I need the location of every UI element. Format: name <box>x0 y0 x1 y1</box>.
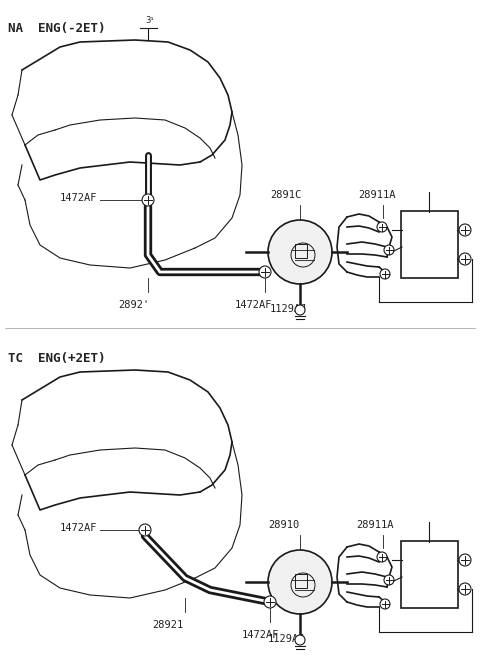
Circle shape <box>377 552 387 562</box>
Circle shape <box>268 550 332 614</box>
Circle shape <box>459 554 471 566</box>
Text: 1472AF: 1472AF <box>235 300 273 310</box>
Text: 28911A: 28911A <box>356 520 394 530</box>
Text: 1129AJ: 1129AJ <box>270 304 308 314</box>
Text: TC  ENG(+2ET): TC ENG(+2ET) <box>8 352 106 365</box>
Circle shape <box>142 194 154 206</box>
Circle shape <box>459 253 471 265</box>
Text: 1472AF: 1472AF <box>60 523 97 533</box>
Text: 2892': 2892' <box>118 300 149 310</box>
Circle shape <box>264 596 276 608</box>
Text: 28911A: 28911A <box>358 190 396 200</box>
Text: 2891C: 2891C <box>270 190 301 200</box>
Circle shape <box>384 245 394 255</box>
Circle shape <box>459 583 471 595</box>
Circle shape <box>259 266 271 278</box>
Circle shape <box>380 599 390 609</box>
Text: 28910: 28910 <box>268 520 299 530</box>
Text: 28921: 28921 <box>152 620 183 630</box>
Text: NA  ENG(-2ET): NA ENG(-2ET) <box>8 22 106 35</box>
Circle shape <box>295 305 305 315</box>
Text: 1472AF: 1472AF <box>242 630 279 640</box>
Text: 3¹: 3¹ <box>145 16 155 25</box>
Circle shape <box>377 222 387 232</box>
Text: 1129AJ: 1129AJ <box>268 634 305 644</box>
Text: 1472AF: 1472AF <box>60 193 97 203</box>
Circle shape <box>459 224 471 236</box>
Circle shape <box>295 635 305 645</box>
Circle shape <box>384 575 394 585</box>
Circle shape <box>268 220 332 284</box>
Circle shape <box>139 524 151 536</box>
Circle shape <box>380 269 390 279</box>
